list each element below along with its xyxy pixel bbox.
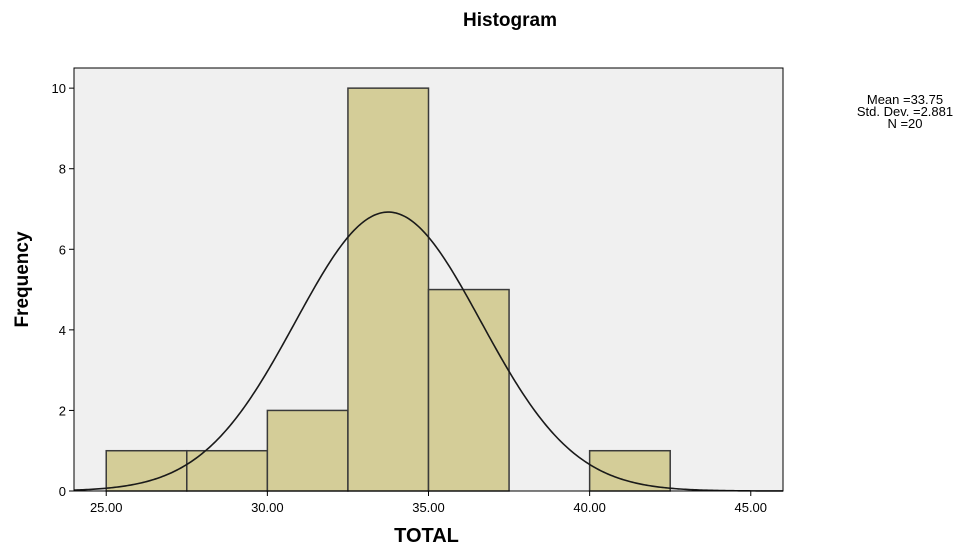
chart-title: Histogram [463, 10, 557, 31]
histogram-bar [266, 409, 349, 492]
histogram-bar [588, 449, 671, 492]
stats-line: Mean =33.75 [867, 92, 943, 107]
normal-curve [73, 211, 784, 492]
histogram-bar [347, 87, 430, 492]
statistics-legend: Mean =33.75 Std. Dev. =2.881 N =20 [857, 92, 953, 131]
x-tick-label: 40.00 [573, 500, 606, 515]
axes-group: 25.00 30.00 35.00 40.00 45.00 0 2 4 6 8 10 [52, 68, 783, 515]
x-tick-label: 45.00 [734, 500, 767, 515]
stats-line: N =20 [887, 116, 922, 131]
x-tick-label: 35.00 [412, 500, 445, 515]
y-tick-label: 2 [59, 403, 66, 418]
histogram-bar [186, 449, 269, 492]
x-tick-label: 30.00 [251, 500, 284, 515]
x-axis-label: TOTAL [394, 525, 459, 547]
y-tick-label: 0 [59, 484, 66, 499]
y-tick-label: 6 [59, 242, 66, 257]
stats-line: Std. Dev. =2.881 [857, 104, 953, 119]
x-tick-label: 25.00 [90, 500, 123, 515]
y-tick-label: 8 [59, 162, 66, 177]
histogram-bar [427, 288, 510, 492]
y-tick-label: 10 [52, 81, 66, 96]
bars-group [105, 87, 671, 492]
y-tick-label: 4 [59, 323, 66, 338]
y-axis-label: Frequency [12, 231, 33, 328]
histogram-bar [105, 449, 188, 492]
